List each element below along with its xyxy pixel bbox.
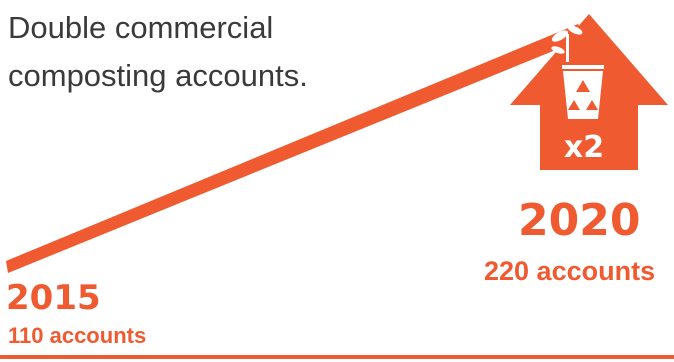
headline-line-2: composting accounts. [8, 58, 308, 93]
end-accounts: 220 accounts [484, 256, 656, 286]
start-accounts: 110 accounts [8, 323, 147, 348]
plant-sprout-icon [551, 25, 583, 62]
recycling-bin-icon [562, 65, 604, 119]
start-year: 2015 [6, 278, 101, 318]
baseline-rule [0, 355, 674, 359]
end-year: 2020 [518, 195, 641, 246]
growth-trend-line [6, 24, 585, 273]
headline-line-1: Double commercial [8, 10, 274, 45]
headline: Double commercial composting accounts. [8, 4, 308, 100]
multiplier-label: x2 [563, 130, 605, 165]
